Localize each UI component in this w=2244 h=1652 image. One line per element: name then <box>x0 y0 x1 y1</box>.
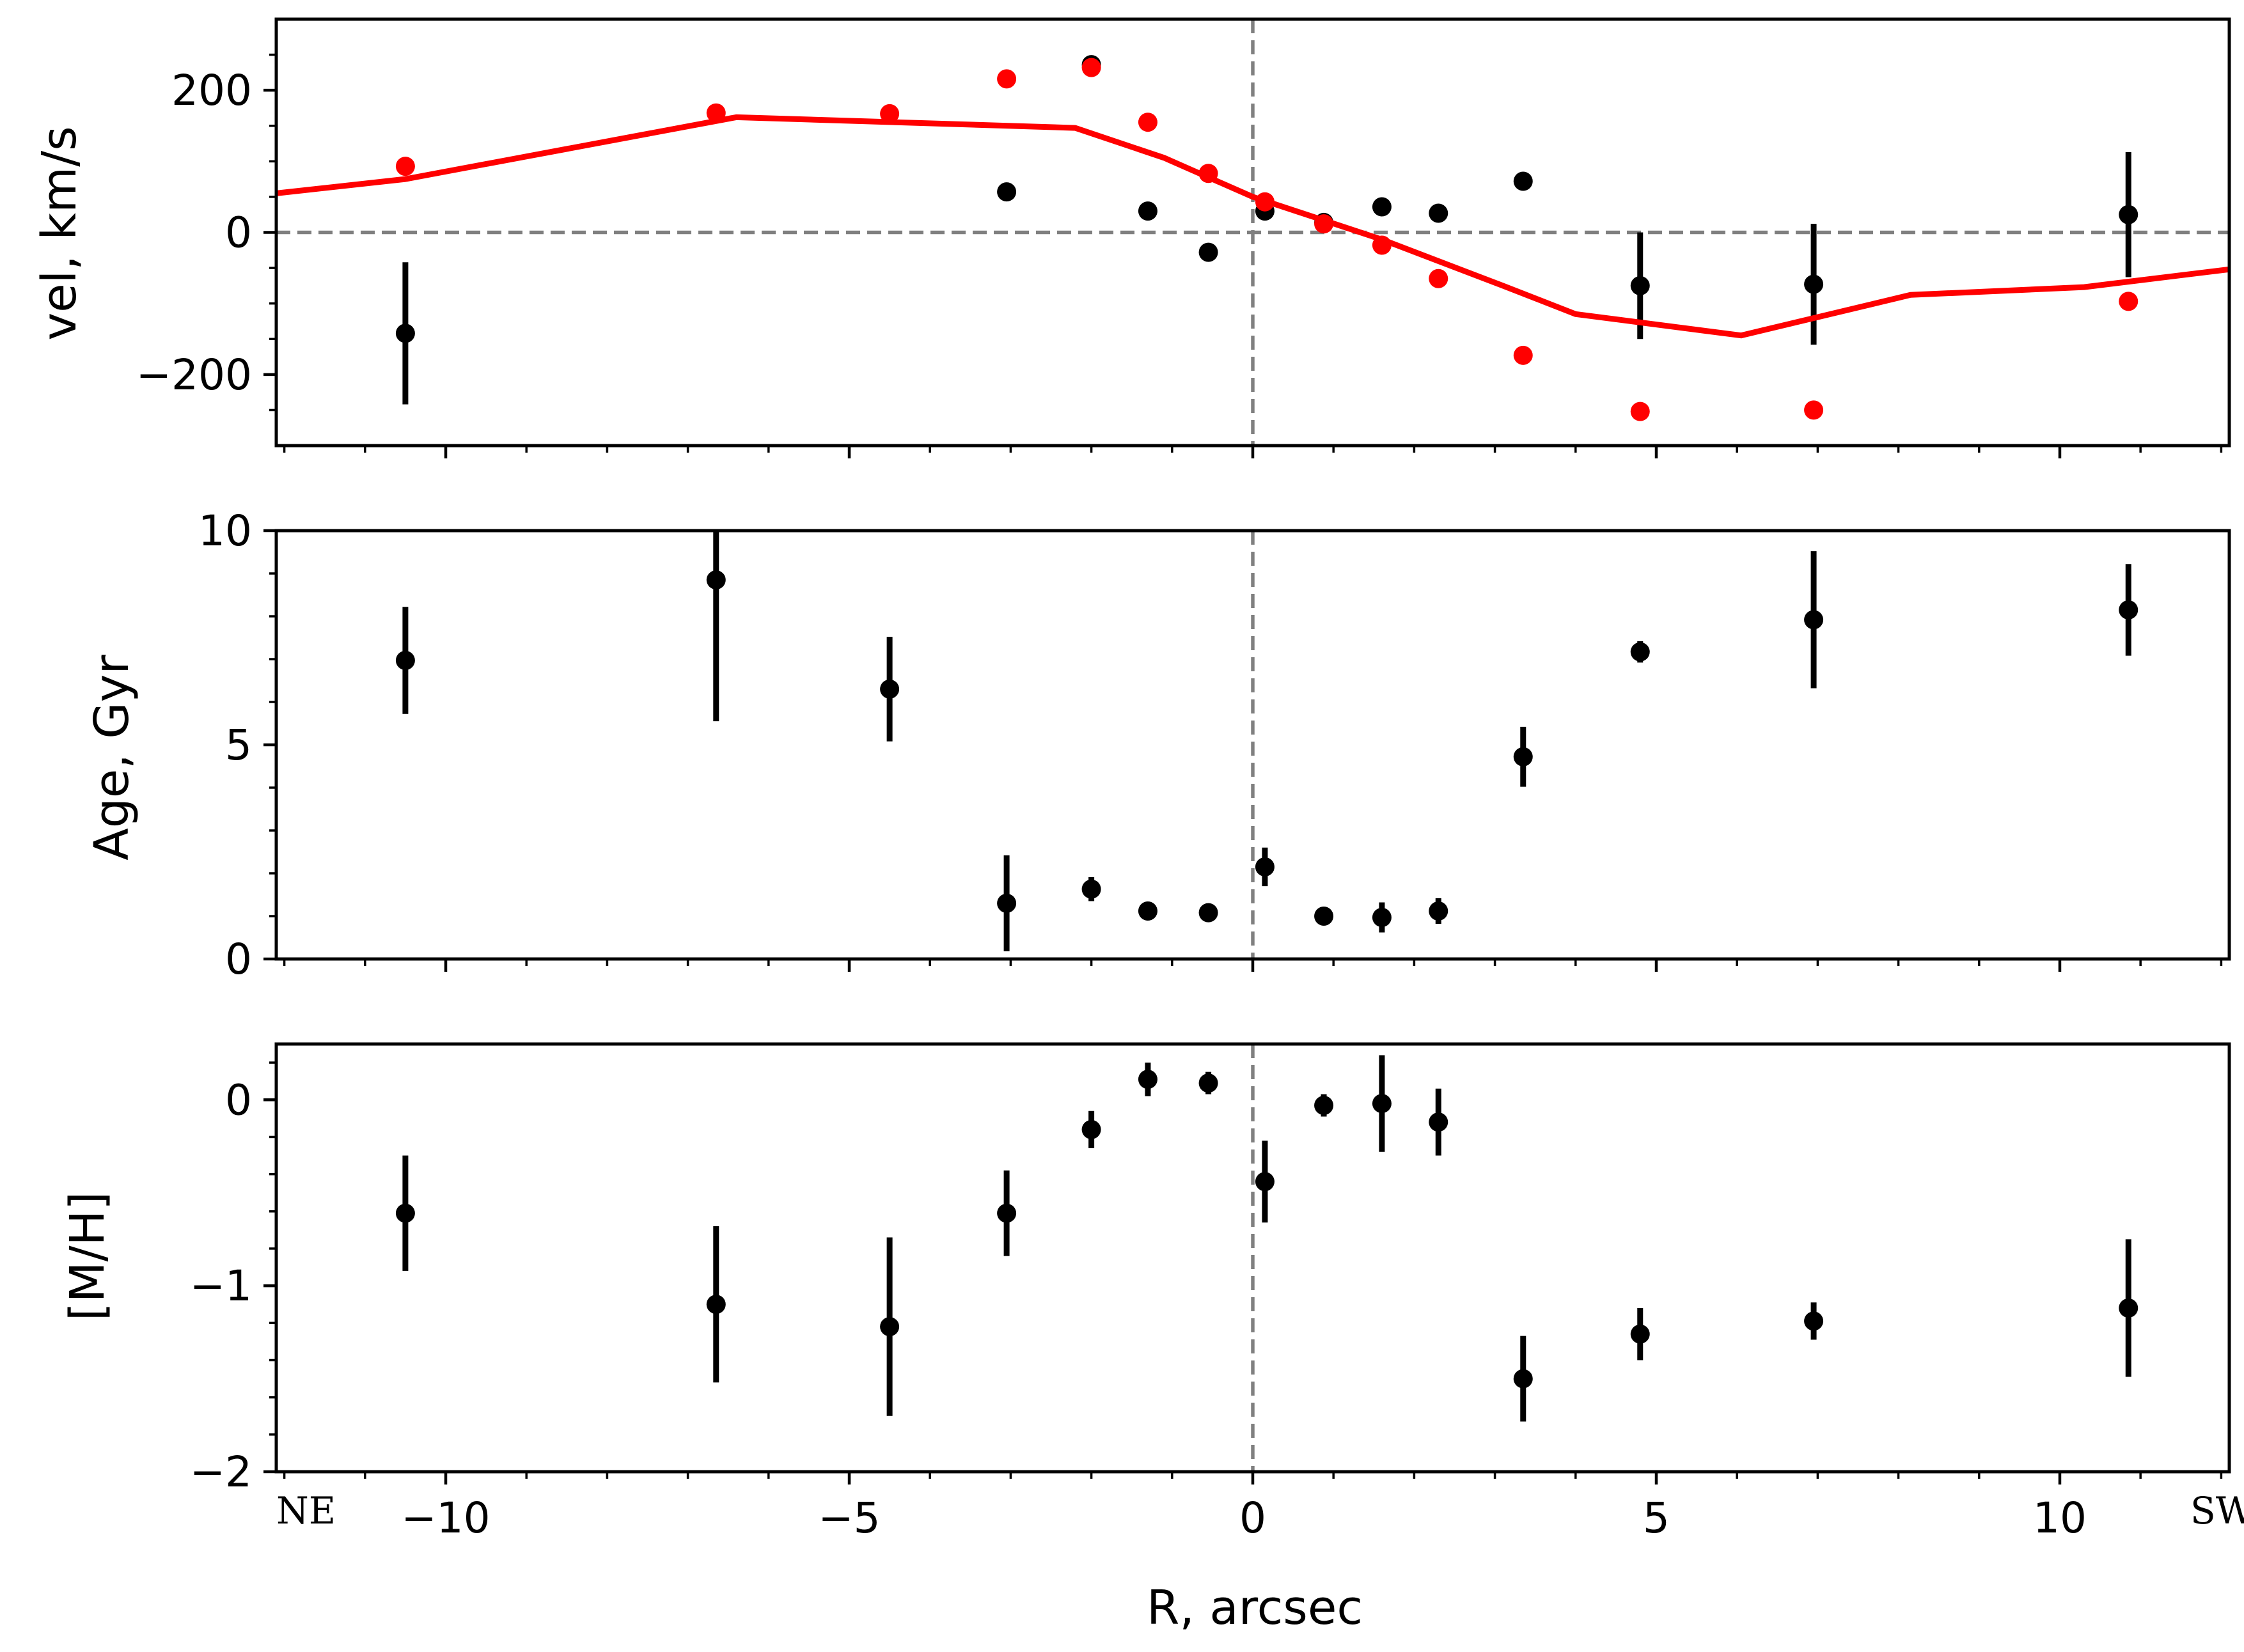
data-point <box>997 182 1017 202</box>
gas-velocity-point <box>1630 401 1650 421</box>
data-point <box>395 1203 415 1223</box>
ne-direction-label: NE <box>276 1489 336 1532</box>
data-point <box>706 570 726 590</box>
age-panel: 0 5 10 <box>198 506 2231 984</box>
data-point <box>395 323 415 343</box>
velocity-axis-label: vel, km/s <box>32 126 87 340</box>
data-point <box>1255 1172 1275 1192</box>
data-point <box>1138 201 1157 221</box>
data-point <box>1372 908 1392 928</box>
data-point <box>1255 857 1275 877</box>
data-point <box>1513 1369 1533 1389</box>
data-point <box>706 1295 726 1314</box>
metallicity-axis-label: [M/H] <box>60 1192 115 1321</box>
data-point <box>1429 901 1448 921</box>
velocity-panel: −200 0 200 <box>136 17 2231 458</box>
data-point <box>2119 205 2138 224</box>
model-curve <box>276 114 2230 339</box>
x-tick-label: −5 <box>818 1493 880 1543</box>
y-tick-label: 0 <box>225 1075 252 1125</box>
data-point <box>1804 1311 1824 1331</box>
x-tick-label: 10 <box>2033 1493 2087 1543</box>
x-tick-label: 0 <box>1239 1493 1266 1543</box>
y-tick-label: 200 <box>171 66 252 115</box>
y-tick-label: −200 <box>136 350 252 400</box>
data-point <box>1372 197 1392 217</box>
data-point <box>1429 203 1448 223</box>
data-point <box>1804 610 1824 630</box>
data-point <box>1429 1112 1448 1132</box>
axes-frame <box>274 529 2231 961</box>
data-point <box>1372 1094 1392 1114</box>
y-tick-label: 5 <box>225 721 252 770</box>
data-point <box>395 651 415 671</box>
data-point <box>1513 171 1533 191</box>
axes-frame <box>274 1042 2231 1474</box>
metallicity-panel: −10 −5 0 5 10−2−10 <box>190 1042 2231 1543</box>
data-point <box>2119 600 2138 620</box>
data-point <box>1138 901 1157 921</box>
gas-velocity-point <box>880 104 900 123</box>
data-point <box>997 893 1017 913</box>
x-tick-label: 5 <box>1643 1493 1670 1543</box>
gas-velocity-point <box>395 157 415 176</box>
data-point <box>2119 1298 2138 1318</box>
gas-velocity-point <box>1138 113 1157 132</box>
y-tick-label: −1 <box>190 1261 252 1311</box>
data-point <box>1314 1095 1334 1115</box>
gas-velocity-point <box>1804 400 1824 420</box>
data-point <box>1198 903 1218 923</box>
y-tick-label: 0 <box>225 935 252 984</box>
data-point <box>1804 274 1824 294</box>
data-point <box>1198 1073 1218 1093</box>
age-axis-label: Age, Gyr <box>84 655 139 861</box>
sw-direction-label: SW <box>2190 1489 2244 1532</box>
data-point <box>1513 747 1533 767</box>
data-point <box>1630 276 1650 295</box>
data-point <box>880 679 900 699</box>
gas-velocity-point <box>2119 292 2138 311</box>
data-point <box>1630 1324 1650 1344</box>
data-point <box>1198 242 1218 262</box>
data-point <box>1630 642 1650 662</box>
y-tick-label: 0 <box>225 208 252 258</box>
data-point <box>997 1203 1017 1223</box>
y-tick-label: −2 <box>190 1447 252 1497</box>
data-point <box>880 1317 900 1337</box>
x-axis-label: R, arcsec <box>1147 1580 1363 1635</box>
gas-velocity-point <box>1081 58 1101 77</box>
data-point <box>1081 1119 1101 1139</box>
y-tick-label: 10 <box>198 506 252 556</box>
data-point <box>1314 907 1334 926</box>
gas-velocity-point <box>1429 269 1448 288</box>
gas-velocity-point <box>1513 345 1533 365</box>
axes-frame <box>274 17 2231 448</box>
data-point <box>1081 879 1101 899</box>
gas-velocity-point <box>997 69 1017 89</box>
x-tick-label: −10 <box>401 1493 490 1543</box>
data-point <box>1138 1070 1157 1089</box>
